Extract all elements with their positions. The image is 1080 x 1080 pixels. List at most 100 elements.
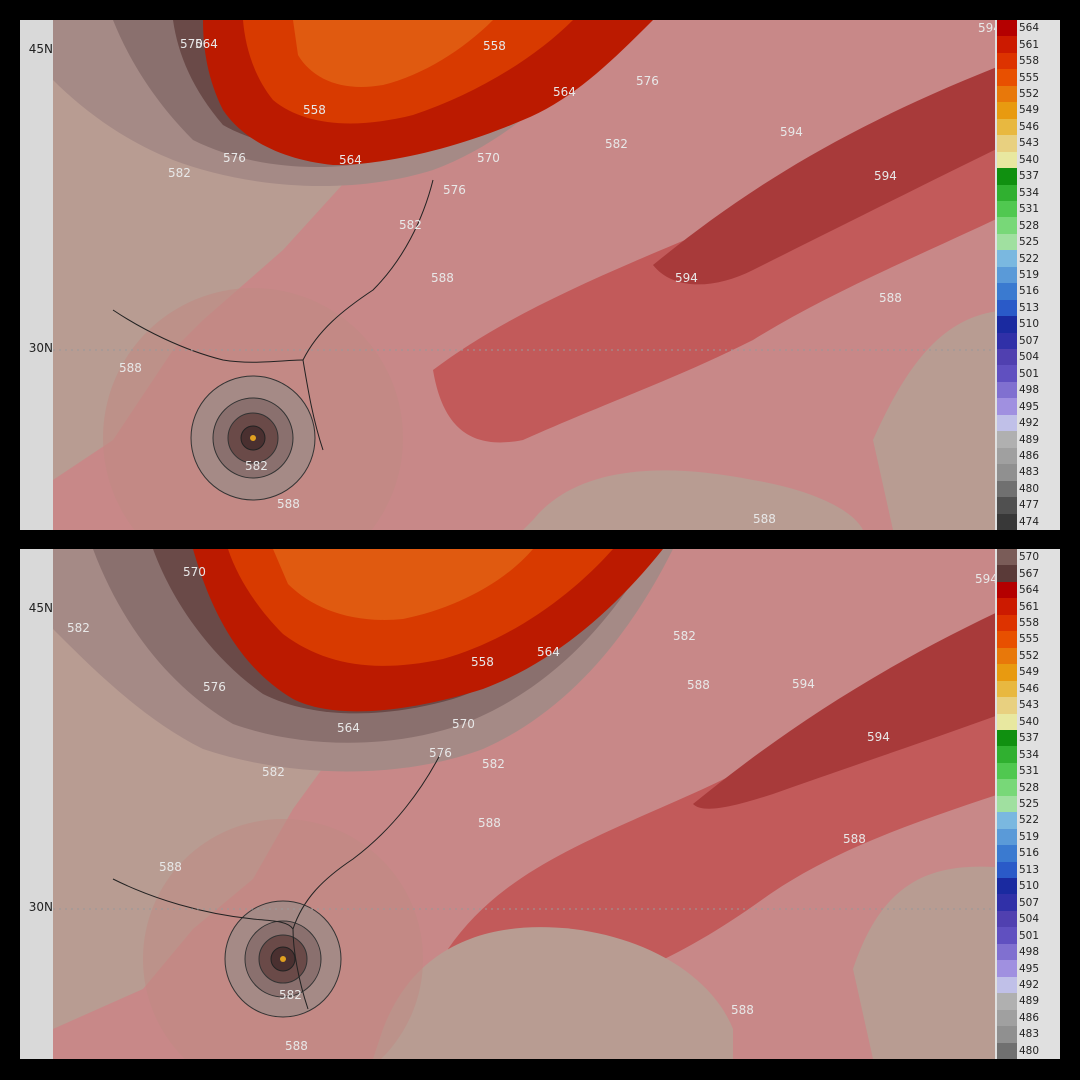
contour-label: 570: [180, 37, 203, 51]
contour-label: 576: [429, 746, 452, 760]
colorbar-label: 537: [1019, 732, 1040, 745]
contour-label: 570: [183, 565, 206, 579]
colorbar-label: 552: [1019, 88, 1040, 101]
contour-label: 594: [867, 730, 890, 744]
coastline-gulf: [112, 878, 294, 930]
contour-labels: 564 570 558 594 576 564 558 594 576 582 …: [119, 21, 1001, 526]
colorbar-swatch: [997, 118, 1017, 136]
contour-label: 582: [245, 459, 268, 473]
colorbar-label: 477: [1019, 499, 1040, 512]
colorbar-swatch: [997, 878, 1017, 895]
contour-label: 582: [673, 629, 696, 643]
colorbar-label: 498: [1019, 384, 1040, 397]
lat-label-30n: 30N: [28, 900, 53, 914]
colorbar-swatch: [997, 943, 1017, 961]
colorbar-label: 492: [1019, 417, 1040, 430]
contour-label: 588: [731, 1003, 754, 1017]
contour-label: 564: [553, 85, 576, 99]
colorbar-label: 564: [1019, 22, 1040, 35]
coastline-gulf: [112, 309, 304, 363]
ridge-594: [653, 60, 1015, 285]
colorbar-swatch: [997, 184, 1017, 201]
colorbar-label: 558: [1019, 55, 1040, 68]
colorbar-swatch: [997, 414, 1017, 432]
colorbar-swatch: [997, 20, 1017, 37]
contour-label: 588: [159, 860, 182, 874]
colorbar-label: 519: [1019, 269, 1040, 281]
contour-label: 588: [285, 1039, 308, 1053]
contour-label: 576: [203, 680, 226, 694]
colorbar-label: 522: [1019, 252, 1040, 265]
colorbar-label: 540: [1019, 715, 1040, 728]
colorbar-label: 546: [1019, 682, 1040, 695]
contour-label: 576: [636, 74, 659, 88]
colorbar-swatch: [997, 299, 1017, 317]
contour-label: 594: [975, 572, 998, 586]
contour-label: 558: [483, 39, 506, 53]
contour-label: 570: [477, 151, 500, 165]
colorbar-label: 546: [1019, 120, 1040, 133]
colorbar-swatch: [997, 497, 1017, 514]
contour-label: 588: [119, 361, 142, 375]
colorbar-label: 513: [1019, 863, 1040, 876]
contour-label: 582: [605, 137, 628, 151]
contour-label: 588: [478, 816, 501, 830]
colorbar-label: 486: [1019, 1011, 1040, 1024]
colorbar: 564 561 558 555 552 549 546 543 540 537 534 531 528 5…: [995, 20, 1060, 530]
colorbar-label: 504: [1019, 913, 1040, 926]
colorbar-swatch: [997, 1042, 1017, 1059]
colorbar-label: 570: [1019, 551, 1040, 564]
colorbar-label: 513: [1019, 301, 1040, 314]
colorbar-swatch: [997, 614, 1017, 632]
colorbar-swatch: [997, 398, 1017, 415]
colorbar-swatch: [997, 976, 1017, 994]
map-svg: 570 582 594 582 558 564 588 576 594 564 …: [53, 549, 1015, 1059]
colorbar-swatch: [997, 828, 1017, 846]
colorbar-swatch: [997, 993, 1017, 1010]
contour-label: 564: [339, 153, 362, 167]
contour-label: 588: [843, 832, 866, 846]
colorbar-swatch: [997, 316, 1017, 333]
colorbar-swatch: [997, 233, 1017, 251]
map-svg: 564 570 558 594 576 564 558 594 576 582 …: [53, 20, 1015, 530]
colorbar-label: 489: [1019, 433, 1040, 446]
colorbar-label: 543: [1019, 699, 1040, 712]
contour-label: 576: [443, 183, 466, 197]
contour-label: 588: [687, 678, 710, 692]
colorbar-swatch: [997, 283, 1017, 300]
contour-label: 594: [874, 169, 897, 183]
colorbar-swatch: [997, 151, 1017, 169]
colorbar-label: 516: [1019, 847, 1040, 860]
colorbar-label: 516: [1019, 285, 1040, 298]
geopotential-height-map: 570 582 594 582 558 564 588 576 594 564 …: [53, 549, 1015, 1059]
colorbar-swatch: [997, 135, 1017, 152]
colorbar-label: 555: [1019, 71, 1040, 84]
colorbar-label: 525: [1019, 236, 1040, 249]
bottom-map-panel: 45N 30N 570 582: [20, 549, 1060, 1059]
contour-label: 558: [471, 655, 494, 669]
colorbar-swatch: [997, 200, 1017, 218]
colorbar-swatch: [997, 168, 1017, 185]
colorbar-swatch: [997, 365, 1017, 382]
contour-label: 564: [337, 721, 360, 735]
colorbar-label: 561: [1019, 38, 1040, 51]
colorbar-label: 483: [1019, 1028, 1040, 1041]
colorbar-label: 507: [1019, 334, 1040, 347]
coastline-east: [302, 179, 434, 451]
geopotential-height-map: 564 570 558 594 576 564 558 594 576 582 …: [53, 20, 1015, 530]
colorbar-label: 531: [1019, 203, 1040, 216]
contour-label: 576: [223, 151, 246, 165]
colorbar-swatch: [997, 713, 1017, 730]
colorbar-label: 528: [1019, 781, 1040, 794]
colorbar-label: 510: [1019, 318, 1040, 331]
colorbar-label: 528: [1019, 219, 1040, 232]
contour-label: 588: [879, 291, 902, 305]
colorbar-label: 510: [1019, 880, 1040, 893]
contour-labels: 570 582 594 582 558 564 588 576 594 564 …: [67, 565, 998, 1053]
colorbar-swatch: [997, 910, 1017, 928]
colorbar-swatch: [997, 746, 1017, 763]
lat-label-45n: 45N: [28, 42, 53, 56]
colorbar-swatch: [997, 431, 1017, 448]
colorbar-swatch: [997, 447, 1017, 465]
contour-label: 564: [195, 37, 218, 51]
